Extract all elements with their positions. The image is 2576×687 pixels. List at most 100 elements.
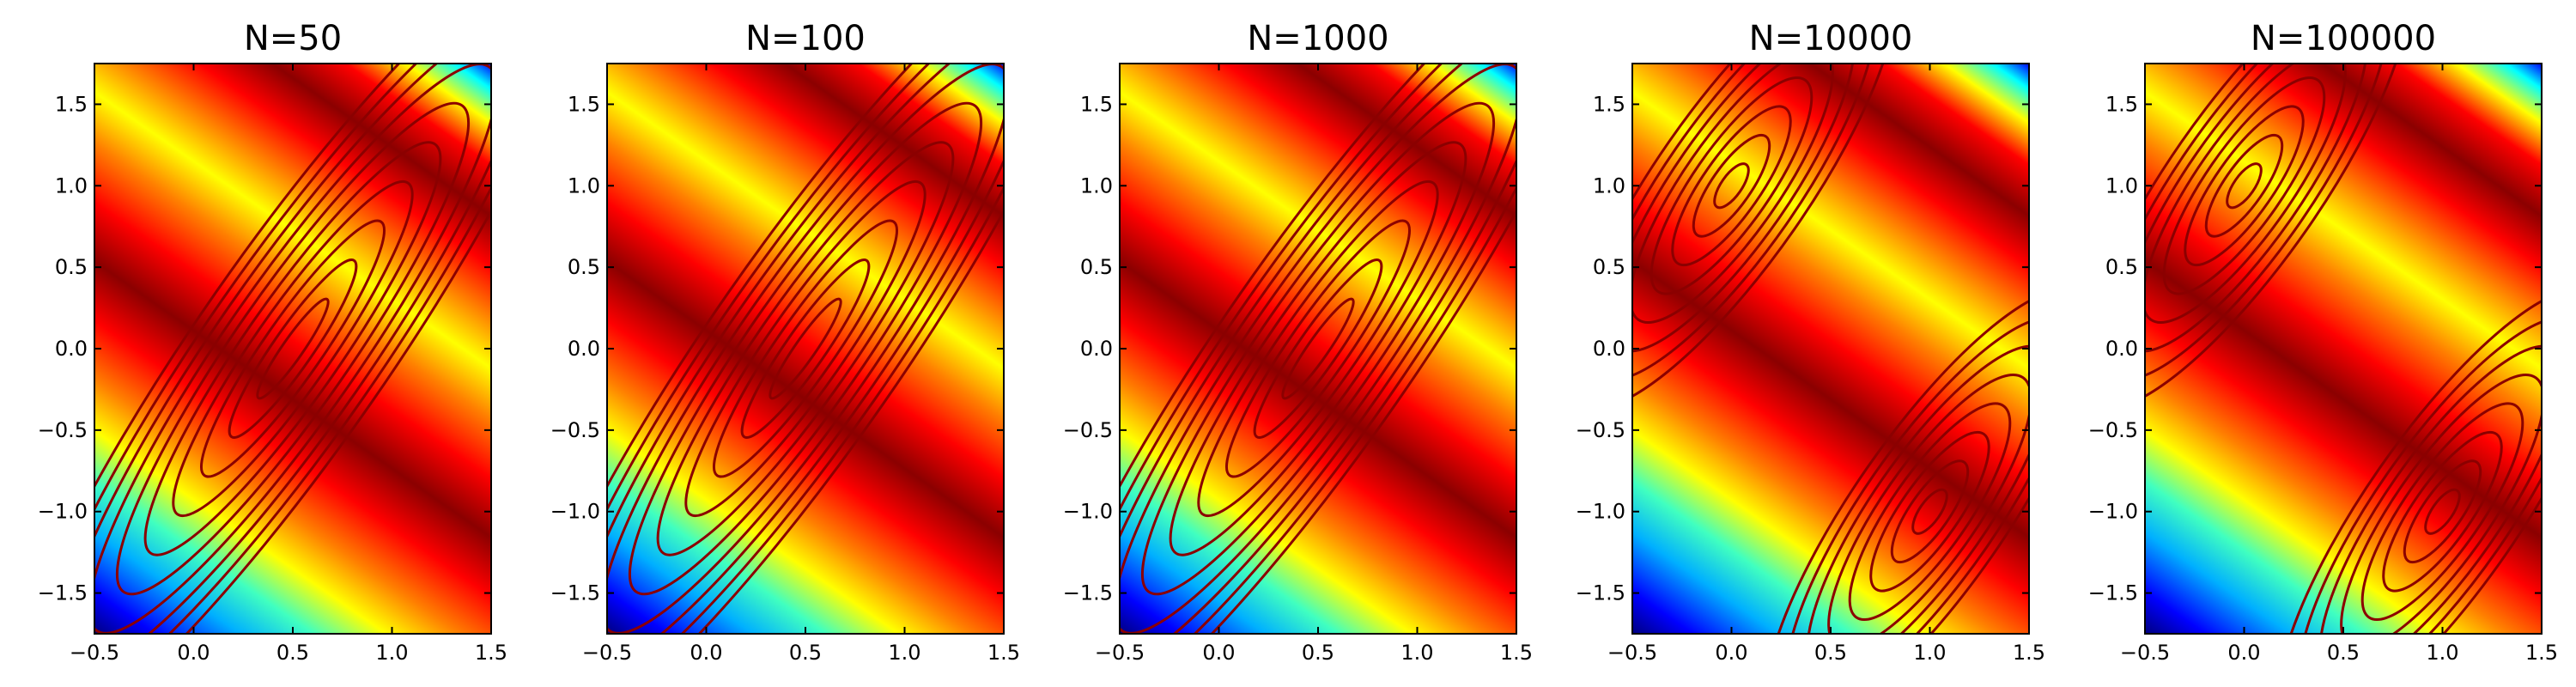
contour-line <box>1253 258 1383 439</box>
contour-line <box>2145 64 2347 324</box>
x-tick-label: 0.0 <box>690 641 722 665</box>
y-tick-label: −1.5 <box>550 581 600 605</box>
contour-line <box>740 258 871 439</box>
y-tick-label: 0.5 <box>568 255 600 279</box>
y-tick-label: 0.0 <box>55 337 88 361</box>
x-tick-label: −0.5 <box>70 641 119 665</box>
contour-line <box>1890 459 1970 564</box>
contour-line <box>199 219 386 478</box>
x-tick-label: 0.5 <box>1814 641 1847 665</box>
contour-line <box>1806 344 2029 634</box>
y-tick-label: −1.0 <box>1063 500 1113 524</box>
contour-line <box>1140 101 1496 596</box>
y-tick-label: 1.5 <box>55 92 88 116</box>
contour-line <box>1281 297 1355 400</box>
x-tick-label: 0.0 <box>1715 641 1747 665</box>
y-tick-label: 1.0 <box>1080 173 1113 198</box>
contour-line <box>1197 179 1439 518</box>
heatmap-field <box>2145 64 2542 634</box>
contour-line <box>94 64 491 634</box>
contour-group <box>1632 64 2029 634</box>
y-tick-label: 1.0 <box>55 173 88 198</box>
subplot-n1000: N=1000 −0.5 0.0 0.5 1.0 1.5 1.5 1.0 0.5 0.0 −0.5 −1… <box>1063 19 1533 665</box>
y-tick-label: −1.5 <box>38 581 88 605</box>
contour-group <box>2145 64 2542 634</box>
subplot-n100000: N=100000 −0.5 0.0 0.5 1.0 1.5 1.5 1.0 0.5 0.0 −0.5… <box>2088 19 2558 665</box>
contour-line <box>1713 162 1750 210</box>
y-tick-label: 1.0 <box>568 173 600 198</box>
y-tick-label: 1.5 <box>1593 92 1625 116</box>
contour-group <box>607 64 1004 634</box>
y-tick-label: 1.5 <box>1080 92 1113 116</box>
contour-line <box>2318 344 2542 634</box>
y-tick-label: −1.5 <box>1576 581 1625 605</box>
x-tick-label: −0.5 <box>582 641 632 665</box>
contour-line <box>2162 76 2326 295</box>
subplot-n50: N=50 −0.5 0.0 0.5 1.0 1.5 1.5 1.0 0.5 0.0 −0.5 −1.0… <box>38 19 507 665</box>
contour-line <box>1169 141 1467 556</box>
y-tick-label: 1.0 <box>2105 173 2138 198</box>
y-tick-label: 0.5 <box>55 255 88 279</box>
y-tick-label: −0.5 <box>2088 418 2138 442</box>
contour-line <box>607 64 1004 634</box>
y-tick-label: −1.5 <box>2088 581 2138 605</box>
contour-line <box>1911 488 1948 535</box>
contour-group <box>94 64 491 634</box>
y-tick-label: −0.5 <box>38 418 88 442</box>
x-tick-label: 1.0 <box>375 641 408 665</box>
y-tick-label: 0.0 <box>2105 337 2138 361</box>
y-tick-label: 1.0 <box>1593 173 1625 198</box>
contour-line <box>656 141 955 556</box>
x-tick-label: 0.0 <box>1202 641 1235 665</box>
heatmap-field <box>94 64 491 634</box>
contour-line <box>2382 430 2503 593</box>
x-tick-label: 1.0 <box>888 641 920 665</box>
y-tick-label: 0.5 <box>2105 255 2138 279</box>
contour-line <box>2145 64 2389 381</box>
contour-line <box>2184 105 2305 267</box>
y-tick-label: −0.5 <box>550 418 600 442</box>
y-tick-label: −0.5 <box>1576 418 1625 442</box>
contour-line <box>1120 64 1516 634</box>
plot-title: N=1000 <box>1247 19 1388 58</box>
contour-line <box>2145 64 2410 410</box>
contour-line <box>1827 374 2029 634</box>
contour-line <box>1848 402 2012 621</box>
contour-line <box>1869 430 1990 593</box>
contour-line <box>2145 64 2368 353</box>
y-tick-label: 0.0 <box>1080 337 1113 361</box>
contour-line <box>228 258 358 439</box>
contour-line <box>2340 374 2542 634</box>
contour-line <box>712 219 899 478</box>
x-tick-label: −0.5 <box>2120 641 2170 665</box>
x-tick-label: 0.0 <box>2227 641 2260 665</box>
contour-line <box>1632 64 1876 381</box>
x-tick-label: 1.5 <box>1500 641 1533 665</box>
contour-line <box>1632 64 1898 410</box>
contour-line <box>94 64 491 634</box>
x-tick-label: −0.5 <box>1095 641 1145 665</box>
contour-group <box>1120 64 1516 634</box>
contour-line <box>769 297 842 400</box>
contour-line <box>1632 64 1834 324</box>
y-tick-label: 0.0 <box>1593 337 1625 361</box>
subplot-n10000: N=10000 −0.5 0.0 0.5 1.0 1.5 1.5 1.0 0.5 0.0 −0.5 −… <box>1576 19 2045 665</box>
contour-line <box>607 64 1004 634</box>
contour-line <box>256 297 330 400</box>
y-tick-label: 0.5 <box>1080 255 1113 279</box>
y-tick-label: −0.5 <box>1063 418 1113 442</box>
contour-line <box>94 64 491 634</box>
x-tick-label: 0.5 <box>2327 641 2360 665</box>
contour-line <box>2424 488 2461 535</box>
contour-line <box>1649 76 1814 295</box>
x-tick-label: 0.5 <box>1302 641 1334 665</box>
contour-line <box>628 101 983 596</box>
x-tick-label: 1.5 <box>987 641 1020 665</box>
contour-line <box>94 64 491 634</box>
subplot-n100: N=100 −0.5 0.0 0.5 1.0 1.5 1.5 1.0 0.5 0.0 −0.5 −1.… <box>550 19 1020 665</box>
contour-line <box>1632 64 1856 353</box>
y-tick-label: 0.5 <box>1593 255 1625 279</box>
contour-line <box>684 179 927 518</box>
contour-line <box>1692 133 1771 238</box>
